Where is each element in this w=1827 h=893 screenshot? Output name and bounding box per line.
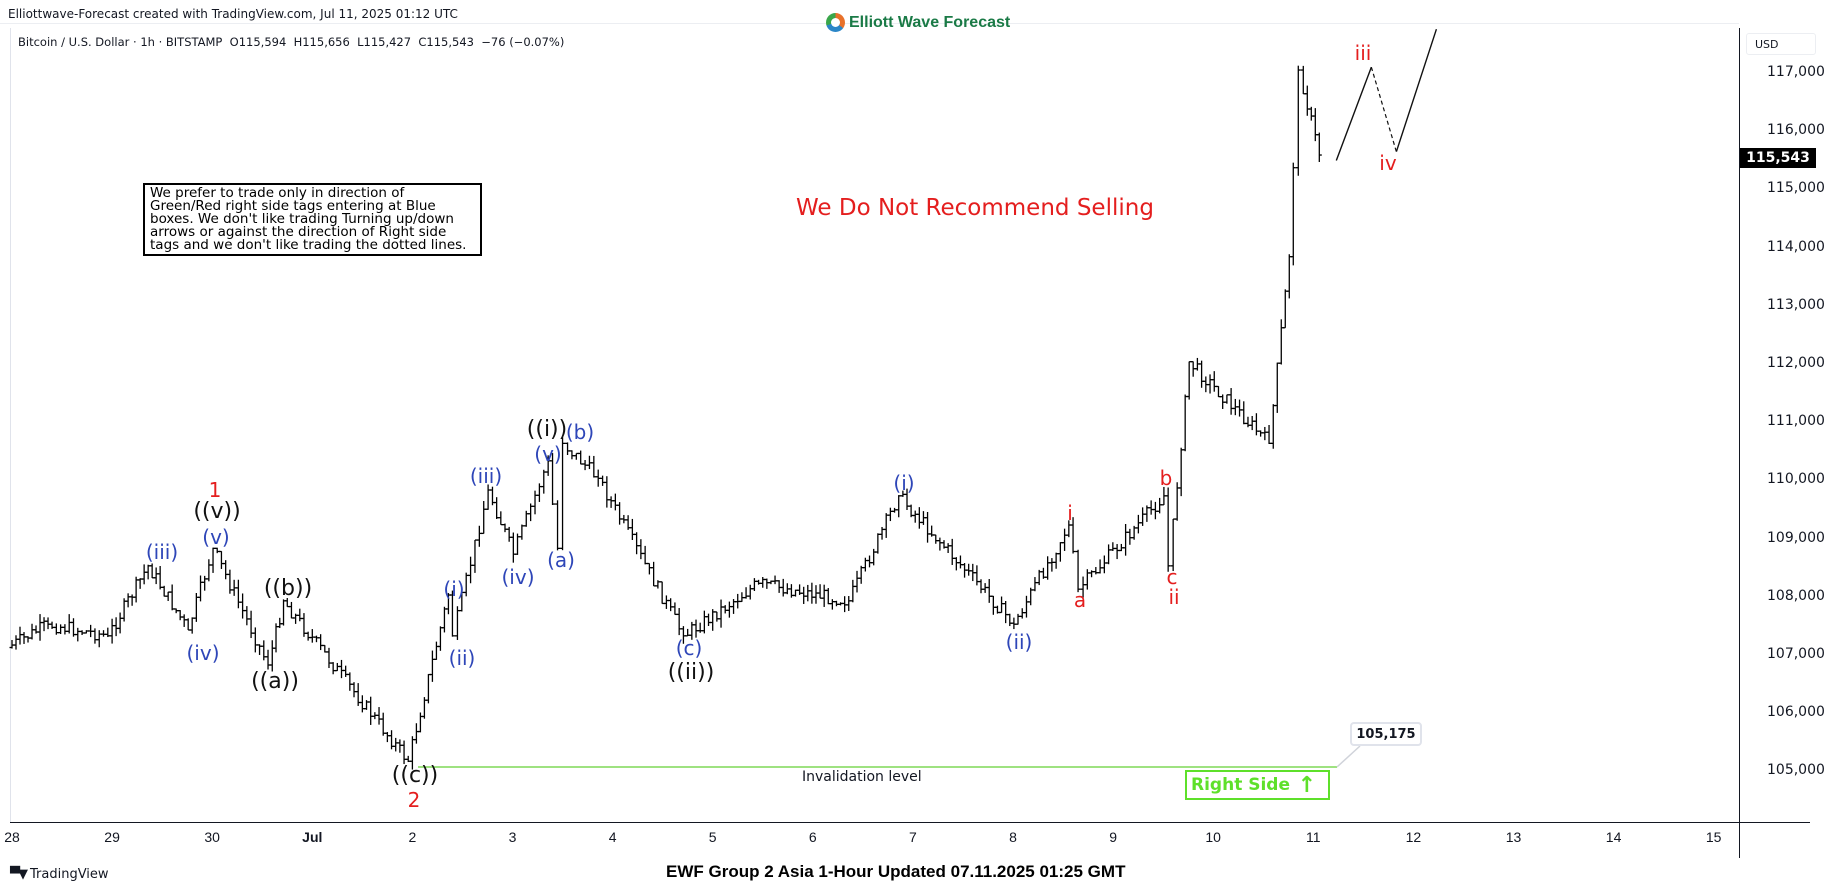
wave-label: c xyxy=(1166,565,1178,589)
wave-label: ((i)) xyxy=(526,417,568,442)
invalidation-price-callout: 105,175 xyxy=(1350,722,1422,746)
wave-label: (iii) xyxy=(145,540,179,564)
wave-label: (a) xyxy=(547,548,575,572)
header-rule xyxy=(0,23,1739,24)
time-tick: Jul xyxy=(302,829,323,845)
time-tick: 30 xyxy=(204,829,220,845)
wave-label: ii xyxy=(1168,585,1180,609)
wave-label: iv xyxy=(1379,151,1397,175)
brand-name: Elliott Wave Forecast xyxy=(849,13,1011,31)
wave-label: (c) xyxy=(675,636,703,660)
time-tick: 9 xyxy=(1109,829,1117,845)
time-tick: 13 xyxy=(1505,829,1522,845)
price-tick: 115,000 xyxy=(1767,180,1825,197)
price-tick: 114,000 xyxy=(1767,238,1825,255)
wave-label: (v) xyxy=(534,442,562,466)
wave-label: iii xyxy=(1354,41,1372,65)
time-tick: 29 xyxy=(104,829,120,845)
time-tick: 14 xyxy=(1605,829,1622,845)
tv-logo-icon: ▀▼ xyxy=(10,867,28,882)
arrow-up-icon: ↑ xyxy=(1297,772,1316,798)
brand-logo: Elliott Wave Forecast xyxy=(826,13,1010,32)
wave-label: a xyxy=(1073,588,1087,612)
time-tick: 15 xyxy=(1705,829,1722,845)
wave-label: (iv) xyxy=(186,641,220,665)
price-tick: 105,000 xyxy=(1767,762,1825,779)
time-tick: 7 xyxy=(908,829,917,845)
footer-title: EWF Group 2 Asia 1-Hour Updated 07.11.20… xyxy=(666,862,1126,881)
wave-label: ((b)) xyxy=(263,576,313,601)
right-side-tag: Right Side ↑ xyxy=(1185,770,1330,800)
wave-label: ((ii)) xyxy=(667,660,715,685)
price-tick: 110,000 xyxy=(1767,471,1825,488)
wave-label: (ii) xyxy=(1005,630,1033,654)
wave-label: (iii) xyxy=(469,464,503,488)
time-tick: 28 xyxy=(4,829,20,845)
price-tick: 117,000 xyxy=(1767,64,1825,80)
wave-label: (ii) xyxy=(448,646,476,670)
wave-label: i xyxy=(1067,501,1073,525)
created-with-credit: Elliottwave-Forecast created with Tradin… xyxy=(8,7,458,21)
time-tick: 10 xyxy=(1205,829,1221,845)
tradingview-logo[interactable]: ▀▼ TradingView xyxy=(10,867,109,882)
time-tick: 11 xyxy=(1306,829,1321,845)
time-tick: 4 xyxy=(608,829,617,845)
price-tick: 116,000 xyxy=(1767,122,1825,139)
price-tick: 109,000 xyxy=(1767,529,1825,546)
time-tick: 6 xyxy=(808,829,817,845)
time-tick: 2 xyxy=(408,829,417,845)
wave-label: 1 xyxy=(208,478,222,502)
trading-note-box: We prefer to trade only in direction of … xyxy=(143,183,482,256)
wave-label: (i) xyxy=(893,471,915,495)
wave-label: 2 xyxy=(407,788,421,812)
price-tick: 111,000 xyxy=(1767,413,1825,430)
price-tick: 106,000 xyxy=(1767,704,1825,721)
wave-label: (iv) xyxy=(501,565,535,589)
headline-no-selling: We Do Not Recommend Selling xyxy=(796,195,1154,221)
time-axis-border xyxy=(10,822,1810,823)
wave-label: ((a)) xyxy=(251,669,299,694)
price-tick: 107,000 xyxy=(1767,646,1825,662)
time-tick: 5 xyxy=(708,829,717,845)
time-tick: 3 xyxy=(508,829,517,845)
time-tick: 12 xyxy=(1405,829,1422,845)
wave-label: ((v)) xyxy=(193,499,241,524)
price-tick: 112,000 xyxy=(1767,355,1825,371)
tradingview-wordmark: TradingView xyxy=(30,867,109,882)
price-tick: 108,000 xyxy=(1767,587,1825,604)
currency-button[interactable]: USD xyxy=(1746,33,1816,55)
invalidation-label: Invalidation level xyxy=(802,769,922,785)
wave-label: (i) xyxy=(443,577,465,601)
chart-pane[interactable] xyxy=(10,28,1740,822)
symbol-legend: Bitcoin / U.S. Dollar · 1h · BITSTAMP O1… xyxy=(18,35,565,49)
wave-label: b xyxy=(1159,466,1173,490)
wave-label: (v) xyxy=(202,525,230,549)
right-side-label: Right Side xyxy=(1191,775,1291,795)
wave-label: (b) xyxy=(565,420,595,444)
price-axis-border xyxy=(1739,28,1740,858)
time-tick: 8 xyxy=(1009,829,1017,845)
last-price-badge: 115,543 xyxy=(1740,148,1816,168)
wave-label: ((c)) xyxy=(391,763,439,788)
price-tick: 113,000 xyxy=(1767,296,1825,313)
ewf-logo-icon xyxy=(826,13,845,32)
